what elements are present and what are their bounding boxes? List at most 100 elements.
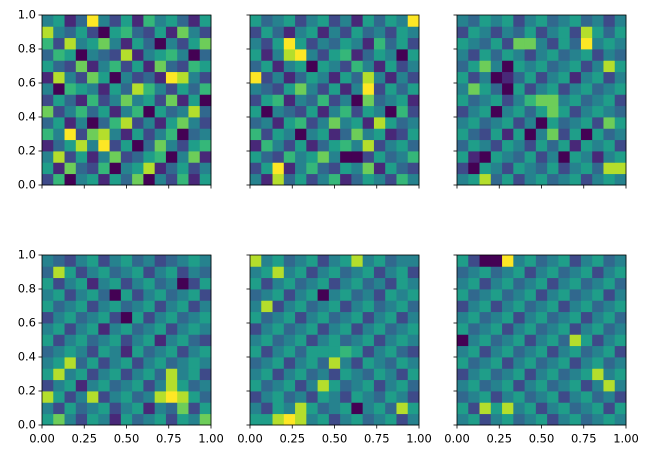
cell: [120, 49, 133, 61]
cell: [109, 128, 122, 141]
cell: [53, 94, 65, 107]
cell: [603, 83, 616, 95]
cell: [457, 49, 469, 61]
cell: [64, 139, 77, 152]
cell: [165, 277, 178, 290]
cell: [407, 345, 420, 358]
cell: [524, 413, 537, 426]
x-tick-label: 0.00: [237, 432, 263, 446]
cell: [592, 334, 604, 347]
cell: [188, 94, 201, 107]
cell: [479, 368, 492, 381]
cell: [272, 379, 285, 392]
cell: [199, 151, 212, 163]
cell: [98, 379, 110, 392]
cell: [317, 368, 330, 381]
cell: [154, 323, 167, 335]
cell: [592, 402, 604, 415]
cell: [109, 289, 122, 301]
cell: [603, 128, 616, 141]
cell: [513, 71, 525, 84]
cell: [457, 255, 469, 267]
cell: [64, 105, 77, 118]
cell: [569, 311, 582, 324]
cell: [580, 413, 593, 426]
cell: [75, 60, 88, 73]
cell: [295, 255, 307, 267]
cell: [468, 139, 480, 152]
cell: [580, 139, 593, 152]
cell: [261, 300, 273, 313]
cell: [75, 128, 88, 141]
cell: [188, 71, 201, 84]
cell: [42, 368, 54, 381]
cell: [317, 60, 330, 73]
cell: [468, 162, 480, 175]
cell: [87, 139, 99, 152]
cell: [490, 60, 503, 73]
cell: [502, 15, 514, 27]
cell: [306, 413, 318, 426]
cell: [340, 15, 352, 27]
cell: [524, 26, 537, 39]
cell: [513, 128, 525, 141]
cell: [295, 391, 307, 403]
cell: [53, 173, 65, 186]
cell: [468, 300, 480, 313]
cell: [385, 94, 397, 107]
cell: [457, 345, 469, 358]
y-tick-label: 1.0: [18, 8, 36, 22]
cell: [272, 289, 285, 301]
cell: [42, 379, 54, 392]
subplot: [246, 14, 420, 189]
cell: [592, 71, 604, 84]
cell: [165, 117, 178, 129]
cell: [373, 255, 386, 267]
cell: [272, 117, 285, 129]
cell: [53, 289, 65, 301]
cell: [547, 300, 559, 313]
cell: [199, 117, 212, 129]
cell: [614, 255, 627, 267]
cell: [468, 173, 480, 186]
cell: [250, 117, 262, 129]
cell: [396, 26, 409, 39]
cell: [362, 391, 375, 403]
cell: [261, 139, 273, 152]
cell: [272, 413, 285, 426]
cell: [64, 379, 77, 392]
cell: [328, 357, 341, 369]
cell: [502, 334, 514, 347]
cell: [120, 289, 133, 301]
cell: [535, 37, 548, 50]
cell: [42, 60, 54, 73]
cell: [53, 128, 65, 141]
cell: [479, 323, 492, 335]
cell: [295, 139, 307, 152]
cell: [592, 413, 604, 426]
cell: [64, 357, 77, 369]
cell: [87, 71, 99, 84]
cell: [513, 173, 525, 186]
cell: [502, 277, 514, 290]
cell: [547, 311, 559, 324]
cell: [396, 300, 409, 313]
cell: [120, 334, 133, 347]
cell: [407, 255, 420, 267]
cell: [75, 162, 88, 175]
y-tick-label: 0.8: [18, 282, 36, 296]
cell: [407, 105, 420, 118]
cell: [261, 37, 273, 50]
cell: [592, 37, 604, 50]
cell: [250, 368, 262, 381]
cell: [535, 345, 548, 358]
cell: [490, 357, 503, 369]
cell: [569, 368, 582, 381]
cell: [603, 49, 616, 61]
cell: [42, 37, 54, 50]
cell: [306, 357, 318, 369]
cell: [283, 105, 296, 118]
cell: [490, 139, 503, 152]
cell: [177, 379, 189, 392]
cell: [132, 277, 144, 290]
